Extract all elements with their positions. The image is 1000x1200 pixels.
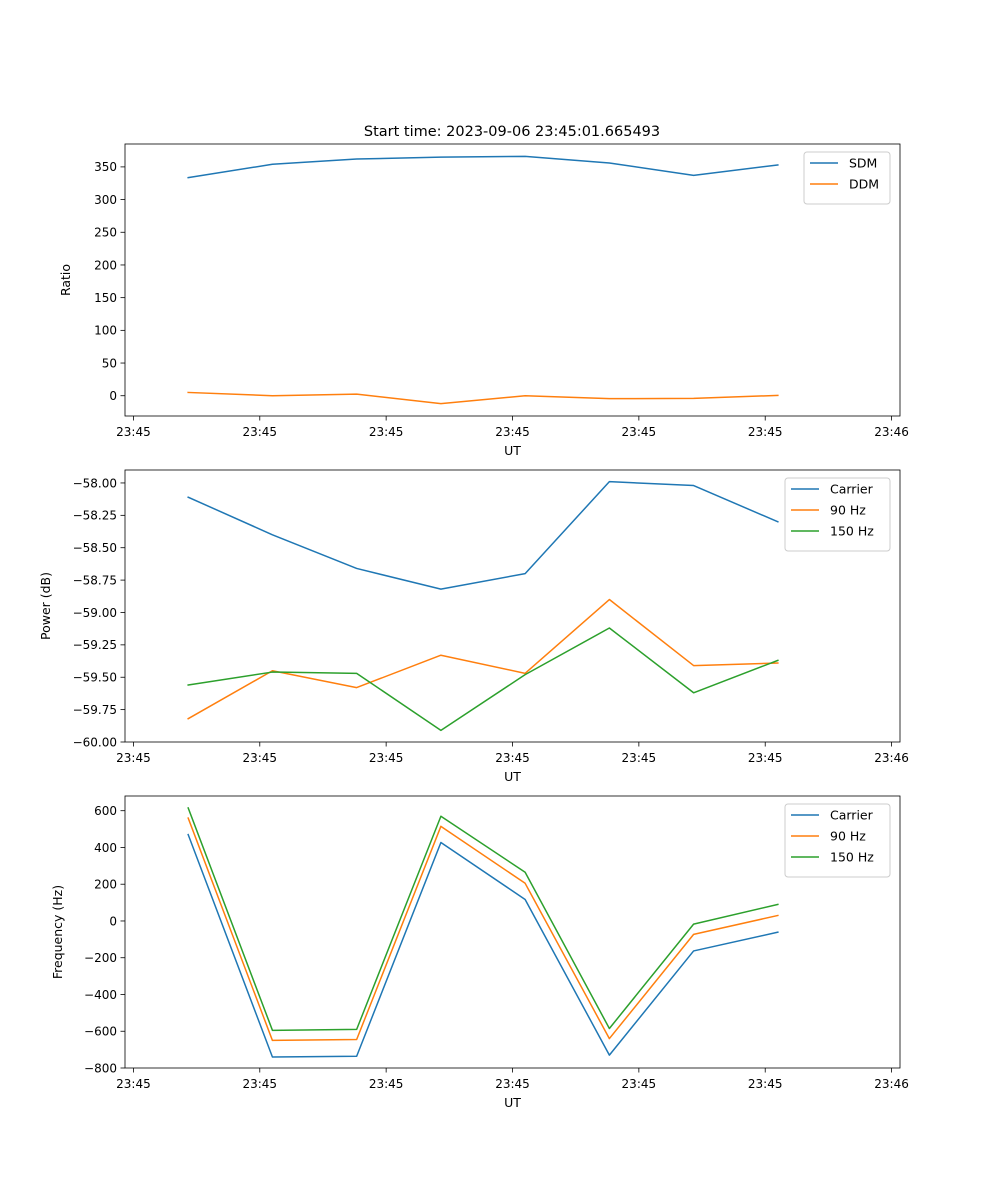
- x-tick-label-2-6: 23:45: [748, 751, 783, 765]
- legend-label-2-2: 90 Hz: [830, 503, 866, 518]
- x-tick-label-2-7: 23:46: [874, 751, 909, 765]
- y-tick-label-2-4: −59.25: [73, 638, 117, 652]
- legend-label-3-2: 90 Hz: [830, 829, 866, 844]
- y-tick-label-2-6: −58.75: [73, 573, 117, 587]
- y-tick-label-3-8: 600: [94, 804, 117, 818]
- legend-1: SDM DDM: [803, 151, 891, 205]
- x-tick-label-1-1: 23:45: [116, 425, 151, 439]
- y-tick-label-1-4: 150: [94, 291, 117, 305]
- x-tick-label-3-1: 23:45: [116, 1077, 151, 1091]
- legend-box-2: [784, 477, 891, 552]
- x-tick-label-1-2: 23:45: [242, 425, 277, 439]
- y-tick-label-2-1: −60.00: [73, 735, 117, 749]
- x-tick-label-3-6: 23:45: [748, 1077, 783, 1091]
- y-tick-label-3-3: −400: [84, 988, 117, 1002]
- series-line-2-1: [187, 480, 779, 590]
- y-tick-label-1-5: 200: [94, 258, 117, 272]
- chart-title: Start time: 2023-09-06 23:45:01.665493: [364, 124, 660, 140]
- series-line-3-1: [187, 833, 779, 1058]
- y-axis-label-1: Ratio: [58, 264, 73, 296]
- y-tick-label-3-5: 0: [109, 914, 117, 928]
- y-tick-label-2-8: −58.25: [73, 509, 117, 523]
- subplots-container: 23:45 23:45 23:45 23:45 23:45 23:45 23:46 0 50 10…: [38, 143, 909, 1110]
- x-axis-label-3: UT: [504, 1095, 521, 1110]
- x-tick-label-2-4: 23:45: [495, 751, 530, 765]
- x-axis-label-1: UT: [504, 443, 521, 458]
- legend-label-3-3: 150 Hz: [830, 850, 874, 865]
- subplot-1: 23:45 23:45 23:45 23:45 23:45 23:45 23:46 0 50 10…: [58, 143, 909, 458]
- x-tick-label-1-3: 23:45: [369, 425, 404, 439]
- legend-label-1-1: SDM: [849, 156, 877, 171]
- legend-label-2-3: 150 Hz: [830, 524, 874, 539]
- y-tick-label-1-1: 0: [109, 389, 117, 403]
- x-tick-label-1-4: 23:45: [495, 425, 530, 439]
- x-tick-label-3-7: 23:46: [874, 1077, 909, 1091]
- x-tick-label-2-2: 23:45: [242, 751, 277, 765]
- series-line-3-2: [187, 817, 779, 1042]
- legend-box-1: [803, 151, 891, 205]
- subplot-2: 23:45 23:45 23:45 23:45 23:45 23:45 23:46 −60.0…: [38, 469, 909, 784]
- x-tick-label-2-1: 23:45: [116, 751, 151, 765]
- x-tick-label-1-7: 23:46: [874, 425, 909, 439]
- y-tick-label-3-7: 400: [94, 841, 117, 855]
- y-axis-label-3: Frequency (Hz): [50, 885, 65, 979]
- series-line-2-2: [187, 598, 779, 720]
- y-tick-label-2-3: −59.50: [73, 671, 117, 685]
- x-tick-label-3-4: 23:45: [495, 1077, 530, 1091]
- y-tick-label-1-3: 100: [94, 324, 117, 338]
- x-tick-label-3-2: 23:45: [242, 1077, 277, 1091]
- x-tick-label-2-3: 23:45: [369, 751, 404, 765]
- subplot-3: 23:45 23:45 23:45 23:45 23:45 23:45 23:46 −800 −…: [50, 795, 909, 1110]
- y-tick-label-1-2: 50: [102, 356, 117, 370]
- y-tick-label-1-7: 300: [94, 193, 117, 207]
- x-tick-label-1-6: 23:45: [748, 425, 783, 439]
- x-tick-label-1-5: 23:45: [622, 425, 657, 439]
- series-line-2-3: [187, 627, 779, 732]
- x-tick-label-3-3: 23:45: [369, 1077, 404, 1091]
- y-tick-label-3-6: 200: [94, 878, 117, 892]
- y-tick-label-2-2: −59.75: [73, 703, 117, 717]
- legend-box-3: [784, 803, 891, 878]
- legend-3: Carrier 90 Hz 150 Hz: [784, 803, 891, 878]
- legend-label-2-1: Carrier: [830, 482, 874, 497]
- y-tick-label-1-8: 350: [94, 160, 117, 174]
- x-tick-label-2-5: 23:45: [622, 751, 657, 765]
- y-tick-label-3-2: −600: [84, 1025, 117, 1039]
- y-tick-label-2-9: −58.00: [73, 476, 117, 490]
- y-tick-label-2-5: −59.00: [73, 606, 117, 620]
- legend-label-1-2: DDM: [849, 177, 879, 192]
- legend-2: Carrier 90 Hz 150 Hz: [784, 477, 891, 552]
- y-axis-label-2: Power (dB): [38, 572, 53, 640]
- x-tick-label-3-5: 23:45: [622, 1077, 657, 1091]
- y-tick-label-3-1: −800: [84, 1061, 117, 1075]
- x-axis-label-2: UT: [504, 769, 521, 784]
- series-line-3-3: [187, 806, 779, 1032]
- series-line-1-2: [187, 391, 779, 405]
- y-tick-label-1-6: 250: [94, 226, 117, 240]
- series-line-1-1: [187, 155, 779, 179]
- legend-label-3-1: Carrier: [830, 808, 874, 823]
- y-tick-label-2-7: −58.50: [73, 541, 117, 555]
- y-tick-label-3-4: −200: [84, 951, 117, 965]
